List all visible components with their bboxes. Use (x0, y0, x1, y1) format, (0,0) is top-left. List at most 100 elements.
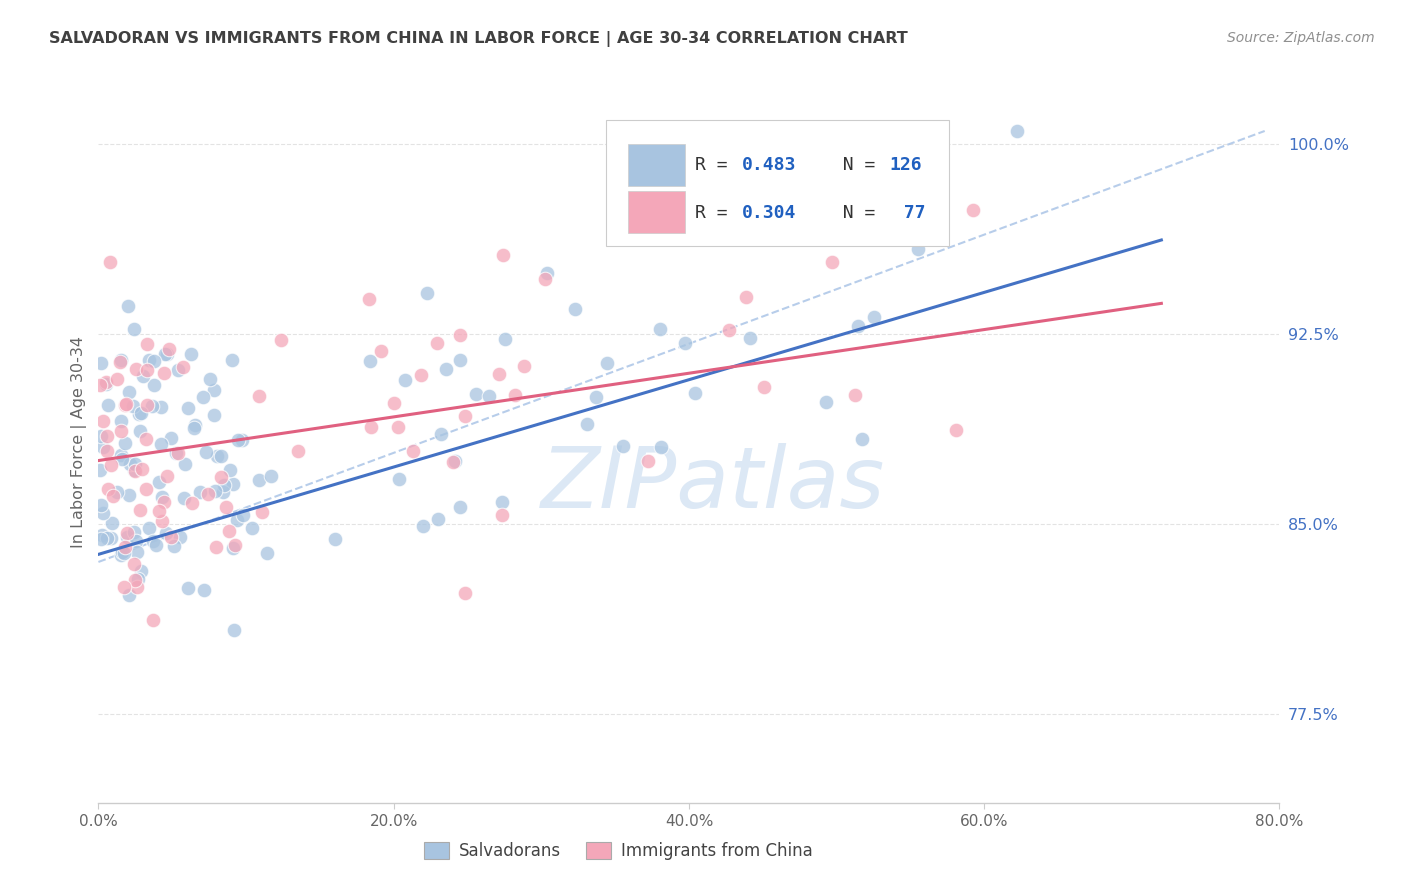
Point (105, 485, 128, 500)
Point (224, 623, 246, 637)
Y-axis label: In Labor Force | Age 30-34: In Labor Force | Age 30-34 (72, 335, 87, 548)
Legend: Salvadorans, Immigrants from China: Salvadorans, Immigrants from China (418, 835, 820, 867)
Point (91, 506, 114, 520)
Point (90, 356, 112, 370)
Point (153, 494, 176, 508)
Point (114, 397, 136, 411)
Point (131, 406, 153, 420)
Point (142, 353, 165, 368)
Point (142, 613, 165, 627)
Point (382, 396, 405, 410)
Point (163, 539, 186, 553)
Point (90, 499, 112, 513)
Point (100, 531, 122, 545)
Point (89, 378, 111, 392)
Point (454, 409, 477, 423)
Point (214, 478, 236, 492)
Point (165, 446, 187, 460)
Point (136, 337, 159, 351)
Point (117, 530, 139, 544)
Point (180, 496, 202, 510)
Point (176, 581, 198, 595)
Point (650, 440, 672, 454)
Point (492, 248, 515, 262)
Point (683, 385, 706, 400)
Point (118, 488, 141, 502)
Point (222, 541, 245, 556)
Point (101, 489, 124, 503)
Point (851, 432, 873, 446)
Point (464, 387, 486, 401)
Point (155, 525, 177, 540)
Point (637, 454, 659, 468)
Point (411, 368, 433, 382)
Point (143, 378, 166, 392)
Point (145, 538, 167, 552)
Text: 126: 126 (890, 156, 922, 174)
Point (97, 482, 120, 496)
Point (131, 462, 153, 476)
Point (172, 359, 194, 374)
Point (846, 318, 869, 333)
Point (193, 582, 215, 597)
Text: 0.304: 0.304 (742, 203, 796, 221)
Point (131, 369, 153, 384)
Point (184, 418, 207, 433)
Point (173, 491, 195, 506)
Point (585, 390, 607, 404)
Text: 0.483: 0.483 (742, 156, 796, 174)
Point (120, 457, 142, 471)
Point (108, 354, 131, 368)
Point (135, 432, 157, 446)
Point (194, 445, 217, 459)
Point (157, 342, 180, 356)
Point (124, 524, 146, 539)
Point (202, 408, 225, 422)
Point (205, 449, 228, 463)
Point (156, 468, 179, 483)
Point (149, 437, 172, 451)
Point (191, 391, 214, 405)
Text: N =: N = (821, 203, 886, 221)
Point (534, 272, 557, 286)
Point (427, 512, 450, 526)
Point (125, 581, 148, 595)
Point (128, 407, 150, 421)
Point (89, 463, 111, 477)
Point (209, 470, 232, 484)
Point (449, 352, 471, 367)
Point (412, 519, 434, 533)
Point (449, 328, 471, 343)
Point (122, 400, 145, 414)
Point (138, 352, 160, 367)
Point (962, 202, 984, 217)
Point (124, 457, 146, 471)
Point (94, 375, 117, 389)
Point (212, 484, 235, 499)
Point (513, 359, 536, 373)
Point (416, 286, 439, 301)
Point (148, 504, 170, 518)
Point (183, 421, 205, 435)
Point (222, 476, 245, 491)
Point (160, 530, 183, 544)
Point (209, 449, 232, 463)
Point (205, 540, 228, 554)
Point (394, 373, 416, 387)
Point (150, 400, 173, 414)
Point (125, 533, 148, 548)
Point (491, 508, 513, 522)
Point (260, 469, 283, 483)
Point (110, 448, 132, 462)
Point (110, 548, 132, 562)
Point (135, 362, 157, 376)
Point (658, 200, 681, 214)
Point (112, 546, 135, 560)
Point (96, 376, 118, 391)
Point (844, 388, 866, 402)
Point (287, 443, 309, 458)
Point (100, 458, 122, 472)
Point (232, 508, 254, 523)
Point (754, 380, 776, 394)
Point (323, 533, 346, 547)
